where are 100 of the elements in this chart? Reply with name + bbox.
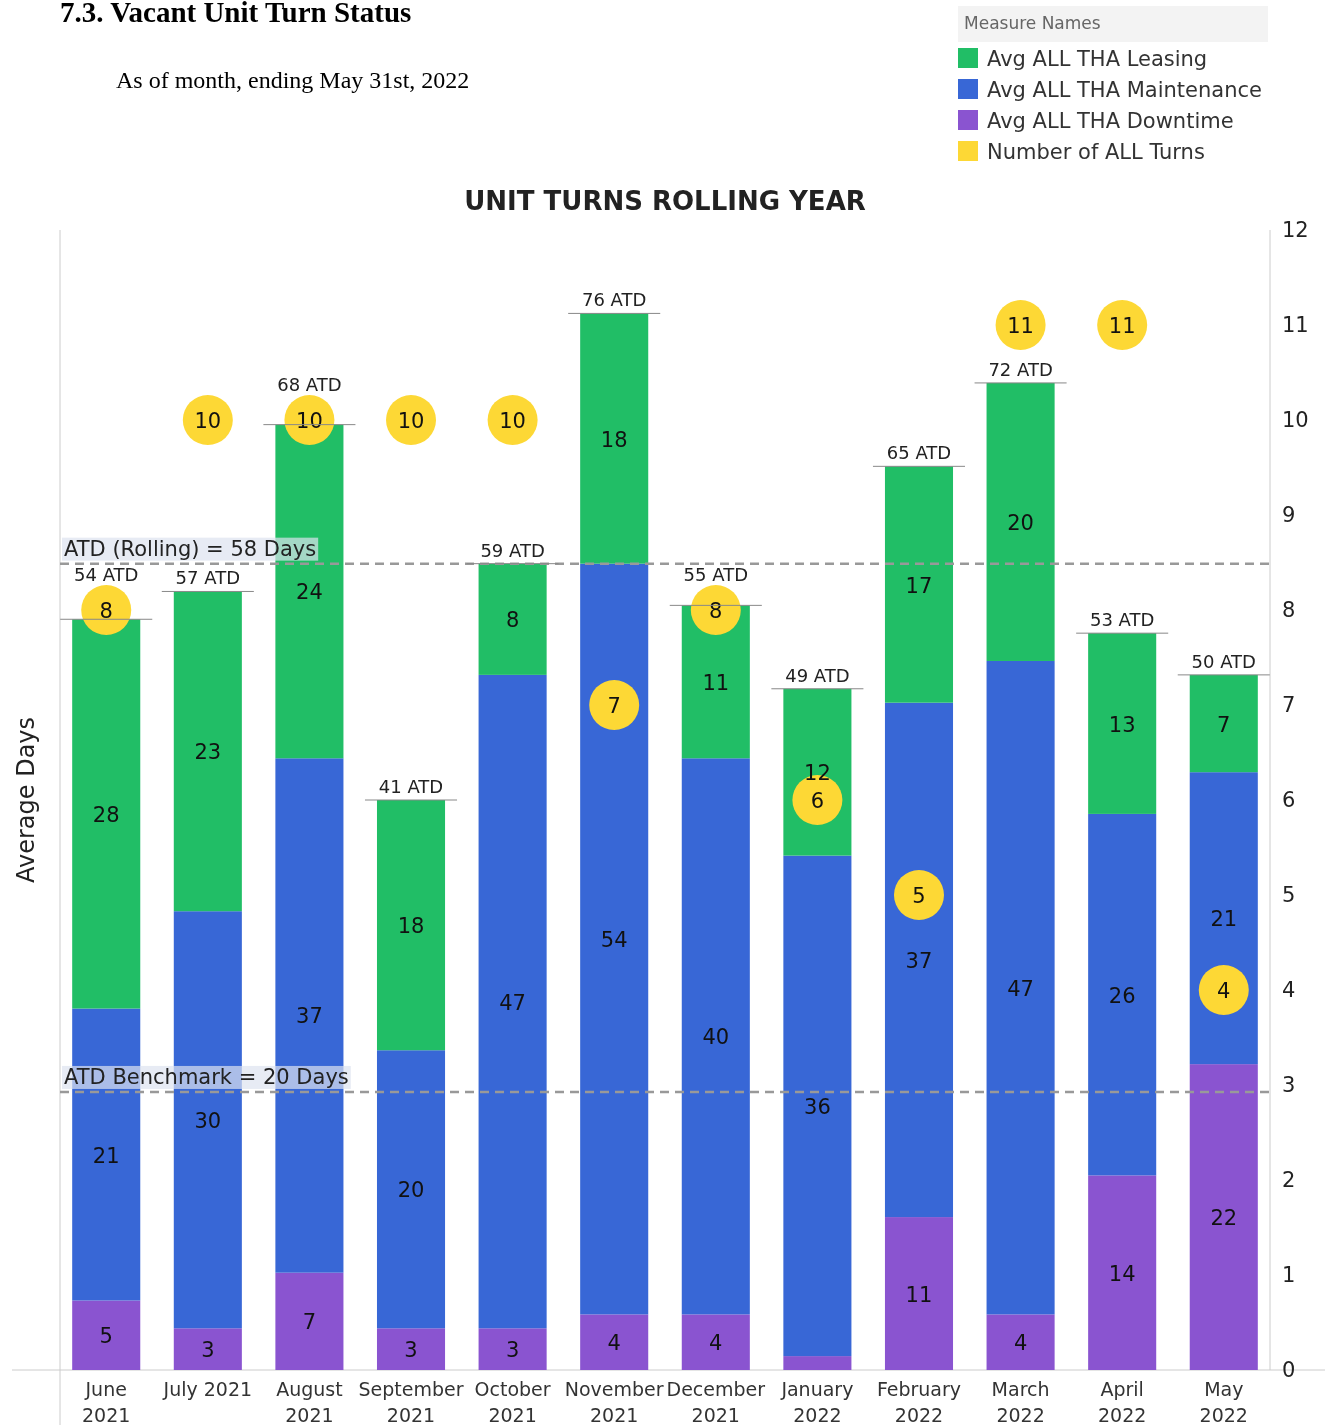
data-label: 3 (505, 1338, 520, 1363)
data-label: 37 (905, 948, 933, 973)
data-label: 6 (810, 789, 825, 813)
legend-title: Measure Names (964, 13, 1101, 33)
x-tick-label: April 2022 (1098, 1378, 1147, 1425)
data-label: 8 (709, 599, 723, 623)
data-label: 20 (397, 1178, 425, 1203)
bar (681, 1314, 750, 1370)
data-label: 11 (1108, 314, 1136, 338)
bar (376, 1328, 446, 1370)
bar (376, 800, 446, 1051)
total-label: 59 ATD (480, 539, 545, 561)
data-label: 28 (92, 802, 120, 827)
bar (580, 563, 649, 1315)
total-label: 53 ATD (1089, 609, 1155, 631)
chart-title: 7.3. Vacant Unit Turn Status (60, 0, 412, 28)
bar (1189, 674, 1258, 773)
data-label: 4 (607, 1331, 621, 1356)
x-tick-label: December 2021 (666, 1378, 766, 1425)
bar (884, 702, 954, 1218)
legend-label: Avg ALL THA Downtime (987, 109, 1234, 133)
data-label: 3 (404, 1338, 418, 1363)
data-label: 22 (1210, 1206, 1238, 1231)
y-tick-label: 6 (1282, 788, 1296, 813)
y-tick-label: 12 (1282, 218, 1309, 243)
bar (884, 1217, 954, 1370)
data-label: 10 (499, 409, 526, 433)
total-label: 50 ATD (1191, 650, 1256, 672)
data-label: 7 (607, 694, 621, 718)
data-label: 10 (397, 409, 425, 433)
ref-line-label: ATD Benchmark = 20 Days (64, 1064, 349, 1089)
point (690, 585, 741, 635)
data-label: 13 (1108, 712, 1136, 737)
data-label: 36 (804, 1094, 831, 1119)
total-label: 76 ATD (582, 289, 647, 311)
data-label: 7 (1217, 712, 1231, 737)
x-tick-label: February 2022 (876, 1378, 962, 1425)
data-label: 26 (1108, 983, 1136, 1008)
text: UNIT TURNS ROLLING YEAR (464, 186, 866, 216)
data-label: 24 (296, 580, 323, 605)
data-label: 30 (194, 1108, 222, 1133)
x-tick-label: January 2022 (780, 1378, 854, 1425)
bar (173, 1328, 242, 1370)
bar (1189, 1064, 1258, 1370)
point (1198, 965, 1249, 1015)
total-label: 54 ATD (74, 564, 139, 585)
data-label: 11 (702, 670, 730, 695)
data-label: 5 (912, 884, 926, 908)
y-tick-label: 2 (1282, 1168, 1296, 1193)
bar (72, 1300, 141, 1370)
total-label: 68 ATD (277, 374, 342, 395)
x-tick-label: November 2021 (564, 1378, 664, 1425)
total-label: 57 ATD (175, 567, 241, 589)
x-tick-label: March 2022 (991, 1378, 1050, 1425)
total-label: 49 ATD (785, 664, 850, 686)
total-label: 65 ATD (886, 442, 952, 464)
y-tick-label: 10 (1282, 408, 1309, 433)
legend-label: Number of ALL Turns (987, 140, 1205, 164)
data-label: 7 (302, 1310, 317, 1335)
total-label: 55 ATD (683, 564, 748, 585)
y-tick-label: 1 (1282, 1263, 1296, 1288)
y-tick-label: 7 (1282, 693, 1296, 718)
bar (986, 1314, 1055, 1370)
point (81, 585, 132, 635)
bar (478, 563, 547, 675)
data-label: 47 (1007, 976, 1034, 1001)
legend-label: Avg ALL THA Leasing (987, 47, 1208, 71)
x-tick-label: May 2022 (1199, 1378, 1248, 1425)
bar (376, 1050, 446, 1329)
y-tick-label: 3 (1282, 1073, 1296, 1098)
data-label: 23 (194, 740, 222, 765)
point (589, 680, 640, 730)
data-label: 37 (296, 1004, 323, 1029)
data-label: 17 (905, 573, 933, 598)
data-label: 8 (505, 608, 520, 633)
total-label: 72 ATD (988, 358, 1053, 380)
data-label: 10 (194, 409, 222, 433)
y-tick-label: 5 (1282, 883, 1296, 908)
bar (783, 1356, 852, 1370)
ref-line-label: ATD (Rolling) = 58 Days (64, 536, 317, 561)
y2-axis-title: Average Days (12, 716, 40, 884)
bar (72, 619, 141, 1009)
bar (478, 1328, 547, 1370)
bar (580, 313, 649, 564)
data-label: 3 (201, 1338, 215, 1363)
bar (1088, 813, 1157, 1176)
data-label: 14 (1108, 1261, 1136, 1286)
data-label: 20 (1007, 510, 1034, 535)
point (893, 870, 944, 920)
bar (681, 758, 750, 1315)
total-label: 41 ATD (378, 776, 444, 797)
bar (478, 674, 547, 1329)
bar (986, 382, 1055, 661)
x-tick-label: June 2021 (82, 1378, 131, 1425)
data-label: 18 (600, 427, 628, 452)
x-tick-label: September 2021 (358, 1378, 464, 1425)
bar (1189, 772, 1258, 1065)
data-label: 21 (1210, 907, 1238, 932)
y-tick-label: 8 (1282, 598, 1296, 623)
y-tick-label: 0 (1282, 1358, 1296, 1383)
